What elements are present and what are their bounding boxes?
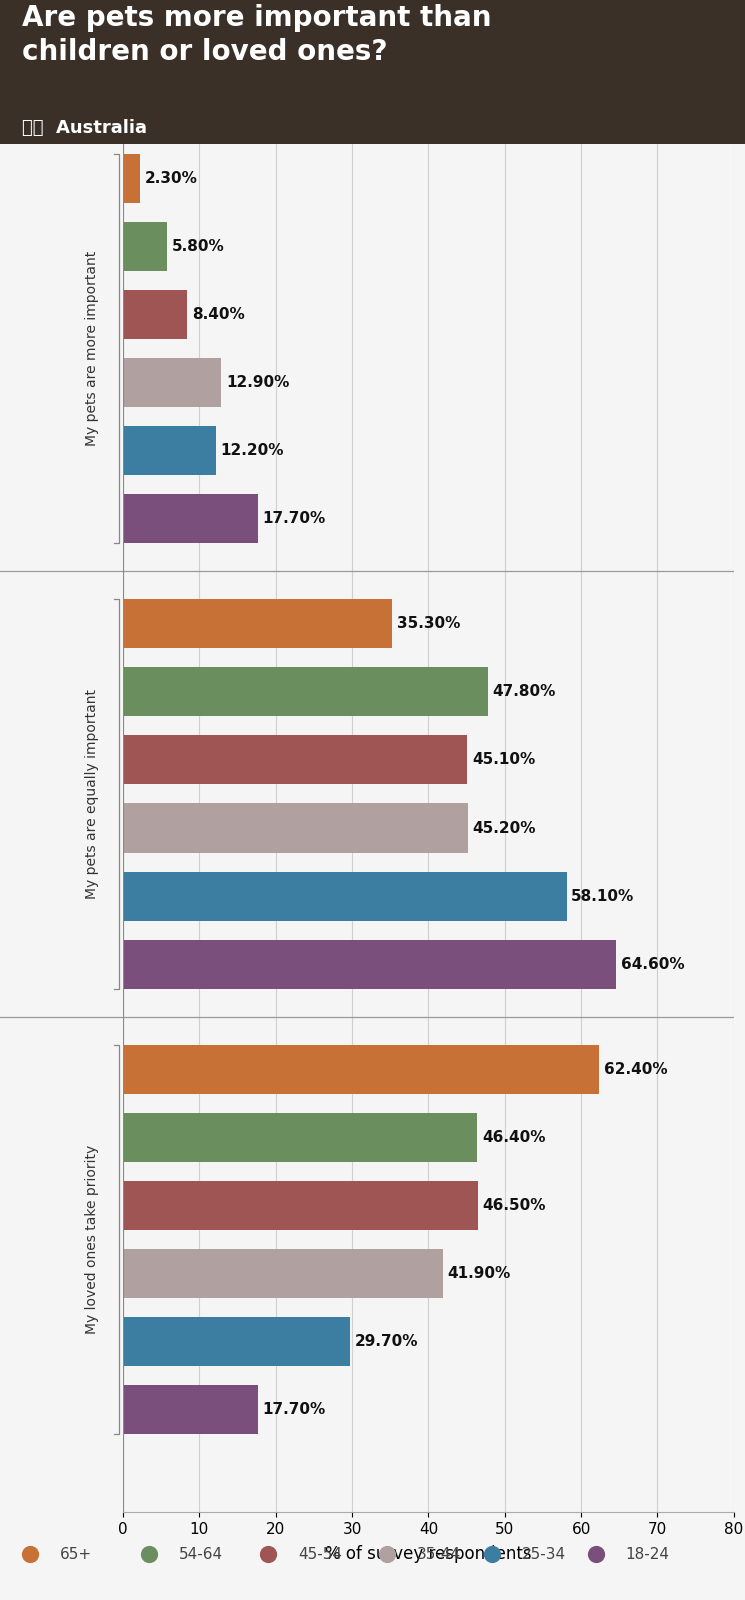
Bar (123, 1114, 478, 1162)
Point (143, 1541, 155, 1566)
Text: 2.30%: 2.30% (145, 171, 198, 186)
Text: 45-54: 45-54 (298, 1547, 342, 1562)
Text: 47.80%: 47.80% (492, 685, 556, 699)
Text: 18-24: 18-24 (626, 1547, 670, 1562)
Text: 35.30%: 35.30% (397, 616, 460, 632)
Point (486, 1541, 498, 1566)
Bar (123, 803, 468, 853)
Point (262, 1541, 274, 1566)
Bar (123, 358, 221, 406)
Bar (123, 494, 258, 542)
Bar (123, 736, 467, 784)
Text: 45.20%: 45.20% (472, 821, 536, 835)
Text: My loved ones take priority: My loved ones take priority (85, 1146, 99, 1334)
Text: 46.50%: 46.50% (483, 1198, 546, 1213)
Bar (123, 872, 567, 920)
Text: 64.60%: 64.60% (621, 957, 685, 971)
Point (590, 1541, 602, 1566)
Text: 12.90%: 12.90% (226, 374, 289, 390)
Bar (123, 1045, 600, 1094)
Text: 62.40%: 62.40% (604, 1062, 668, 1077)
Text: Are pets more important than
children or loved ones?: Are pets more important than children or… (22, 5, 492, 66)
Bar (123, 600, 393, 648)
Point (24, 1541, 36, 1566)
Text: 65+: 65+ (60, 1547, 92, 1562)
Text: 🇦🇺  Australia: 🇦🇺 Australia (22, 118, 148, 136)
Bar (123, 1386, 258, 1435)
Bar (123, 290, 187, 339)
Text: 41.90%: 41.90% (448, 1266, 511, 1282)
Text: 12.20%: 12.20% (221, 443, 284, 458)
Bar (123, 1317, 349, 1366)
Text: 45.10%: 45.10% (472, 752, 535, 768)
Text: 46.40%: 46.40% (482, 1130, 545, 1146)
Text: My pets are more important: My pets are more important (85, 251, 99, 446)
Text: My pets are equally important: My pets are equally important (85, 690, 99, 899)
Bar (123, 667, 488, 717)
Text: 5.80%: 5.80% (172, 238, 224, 253)
Text: 29.70%: 29.70% (355, 1334, 418, 1349)
Text: 17.70%: 17.70% (263, 1403, 326, 1418)
Bar (123, 1250, 443, 1298)
Text: 58.10%: 58.10% (571, 888, 635, 904)
Text: 25-34: 25-34 (522, 1547, 565, 1562)
Point (381, 1541, 393, 1566)
Bar (123, 154, 141, 203)
Text: 35-44: 35-44 (417, 1547, 461, 1562)
Text: 17.70%: 17.70% (263, 510, 326, 526)
Bar (123, 221, 167, 270)
Bar (123, 939, 616, 989)
Bar (123, 1181, 478, 1230)
X-axis label: % of survey respondents: % of survey respondents (325, 1546, 532, 1563)
Text: 8.40%: 8.40% (191, 307, 244, 322)
Bar (123, 426, 216, 475)
Text: 54-64: 54-64 (179, 1547, 223, 1562)
